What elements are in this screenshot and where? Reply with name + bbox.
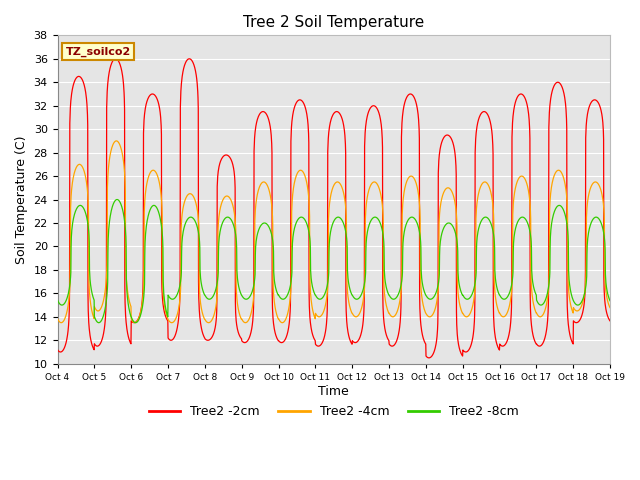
Y-axis label: Soil Temperature (C): Soil Temperature (C) xyxy=(15,135,28,264)
X-axis label: Time: Time xyxy=(318,384,349,397)
Title: Tree 2 Soil Temperature: Tree 2 Soil Temperature xyxy=(243,15,424,30)
Text: TZ_soilco2: TZ_soilco2 xyxy=(66,47,131,57)
Legend: Tree2 -2cm, Tree2 -4cm, Tree2 -8cm: Tree2 -2cm, Tree2 -4cm, Tree2 -8cm xyxy=(143,400,524,423)
